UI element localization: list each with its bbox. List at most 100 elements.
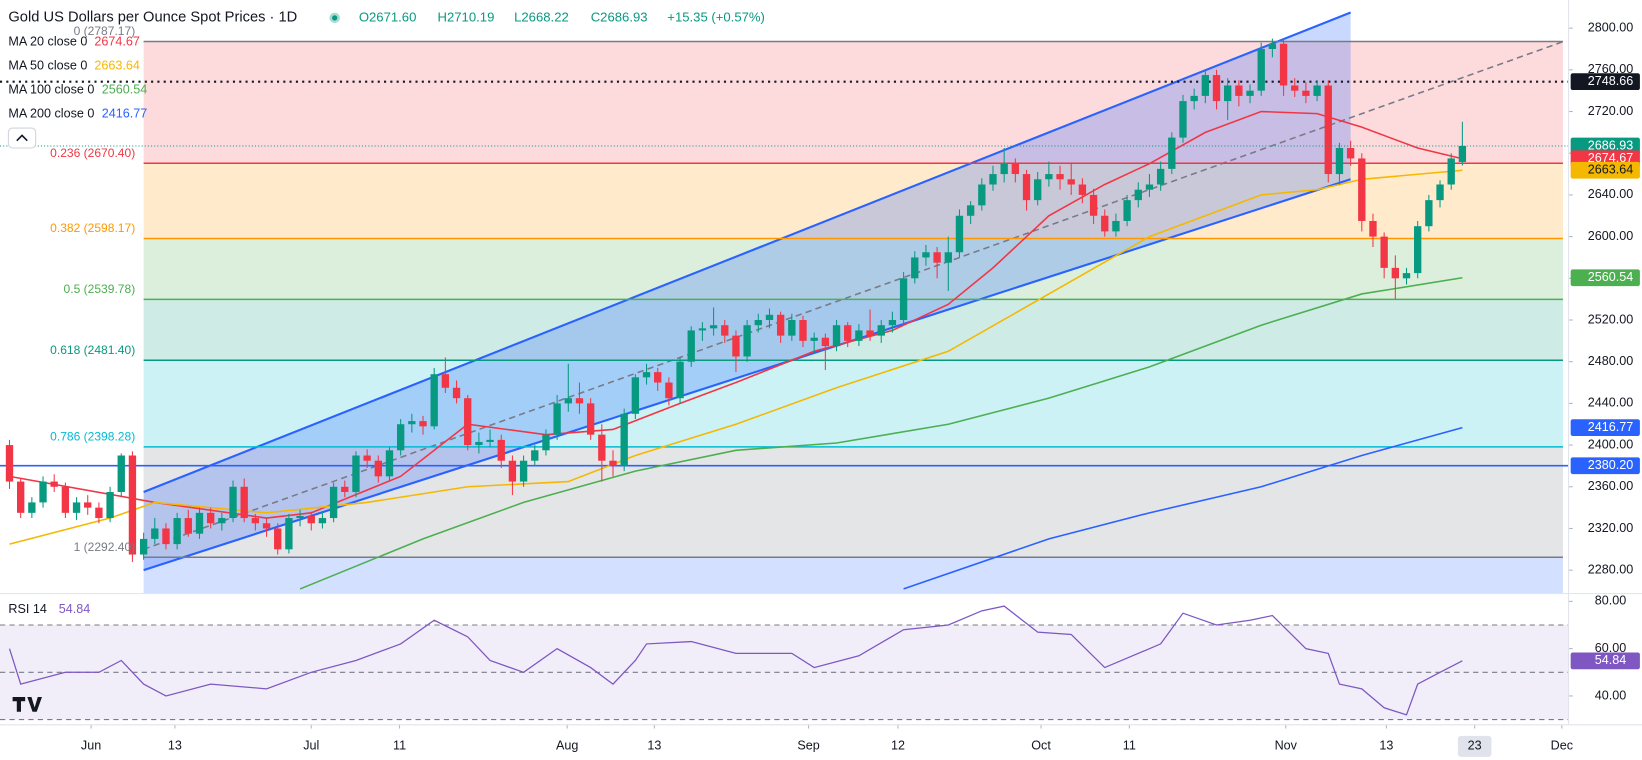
candle-body <box>966 205 975 216</box>
fib-band <box>143 360 1563 447</box>
candle-body <box>1201 75 1210 96</box>
last-price-tag: 2686.93 <box>1588 138 1633 152</box>
x-tick-label: Oct <box>1031 739 1051 753</box>
y-tick-label: 2480.00 <box>1588 354 1633 368</box>
y-tick-label: 2400.00 <box>1588 437 1633 451</box>
candle-body <box>1000 163 1008 175</box>
candle-body <box>866 330 874 336</box>
candle-body <box>709 325 718 329</box>
rsi-line <box>8 605 1463 716</box>
tv-logo <box>12 697 42 712</box>
candle-body <box>776 314 785 336</box>
candle-body <box>799 319 807 341</box>
candle-body <box>877 325 885 336</box>
y-tick-label: 2760.00 <box>1588 62 1633 76</box>
y-tick-label: 2280.00 <box>1588 562 1633 576</box>
fib-label: 0.382 (2598.17) <box>50 221 135 235</box>
candle-body <box>95 507 103 519</box>
y-tick-label: 2720.00 <box>1588 104 1633 118</box>
legend-name: MA 50 close 0 <box>8 58 87 72</box>
x-tick-label: 13 <box>168 739 182 753</box>
ohlc-value: H2710.19 <box>438 9 495 24</box>
candle-body <box>1022 174 1031 201</box>
ma-tag: 2416.77 <box>1588 420 1633 434</box>
candle-body <box>654 372 662 383</box>
rsi-tick-label: 60.00 <box>1595 641 1626 655</box>
candle-body <box>553 403 561 435</box>
candle-body <box>1179 101 1187 138</box>
fib-label: 0 (2787.17) <box>74 24 136 38</box>
candle-body <box>1067 179 1075 185</box>
channel-fill <box>143 12 1351 571</box>
candle-body <box>832 325 841 347</box>
candle-body <box>933 252 941 263</box>
legend-value: 2560.54 <box>102 83 147 97</box>
candle-body <box>452 387 461 399</box>
candle-body <box>1156 168 1165 185</box>
x-tick-label: 13 <box>1379 739 1393 753</box>
candle-body <box>363 455 371 461</box>
legend-name: MA 100 close 0 <box>8 83 94 97</box>
y-tick-label: 2360.00 <box>1588 479 1633 493</box>
candle-body <box>944 252 952 263</box>
ma-tag: 2674.67 <box>1588 151 1633 165</box>
legend-name: MA 200 close 0 <box>8 107 94 121</box>
x-tick-label: 11 <box>393 739 406 753</box>
candle-body <box>274 528 282 550</box>
candle-body <box>195 512 204 534</box>
candle-body <box>262 523 271 529</box>
candle-body <box>117 455 125 492</box>
candle-body <box>1291 85 1299 91</box>
candle-body <box>978 184 986 206</box>
collapse-button[interactable] <box>7 127 37 149</box>
x-tick-label: Dec <box>1551 739 1573 753</box>
candle-body <box>385 450 394 477</box>
hline-tag-bg <box>1570 457 1640 475</box>
price-pane <box>0 11 1569 594</box>
legend-value: 2663.64 <box>94 58 139 72</box>
candle-body <box>430 374 438 427</box>
ma-tag-bg <box>1570 419 1640 436</box>
fib-band <box>143 238 1563 300</box>
rsi-name: RSI 14 <box>8 602 46 616</box>
candle-body <box>173 518 181 545</box>
rsi-tag: 54.84 <box>1595 653 1626 667</box>
x-tick-label: Aug <box>556 739 578 753</box>
candle-body <box>631 377 640 414</box>
candle-body <box>1391 267 1399 279</box>
candle-body <box>251 518 260 524</box>
candle-body <box>1313 85 1321 96</box>
candle-body <box>1447 158 1455 185</box>
candle-body <box>218 518 226 524</box>
candle-body <box>542 434 550 451</box>
candle-body <box>765 314 774 320</box>
candle-body <box>39 481 47 503</box>
candle-body <box>497 439 505 461</box>
fib-label: 0.786 (2398.28) <box>50 430 135 444</box>
current-date-box <box>1457 735 1492 757</box>
candle-body <box>1056 174 1064 180</box>
candle-body <box>206 512 215 524</box>
x-tick-label: 11 <box>1123 739 1136 753</box>
candle-body <box>1335 148 1344 175</box>
candle-body <box>922 252 930 258</box>
legend-name: MA 20 close 0 <box>8 34 87 48</box>
candle-body <box>329 486 338 519</box>
status-dot <box>332 15 338 21</box>
candle-body <box>229 486 237 519</box>
candle-body <box>1045 174 1053 180</box>
candle-body <box>396 424 405 451</box>
candle-body <box>441 374 450 388</box>
candle-body <box>1145 184 1154 190</box>
fib-band <box>143 557 1563 594</box>
moving-average <box>9 169 1463 545</box>
candle-body <box>821 337 830 347</box>
candle-body <box>989 174 997 185</box>
candle-body <box>296 515 304 519</box>
y-tick-label: 2640.00 <box>1588 187 1633 201</box>
candle-body <box>307 515 315 524</box>
overlay: 0 (2787.17) 0.236 (2670.40) 0.382 (2598.17… <box>8 9 1640 757</box>
candle-body <box>84 502 92 508</box>
